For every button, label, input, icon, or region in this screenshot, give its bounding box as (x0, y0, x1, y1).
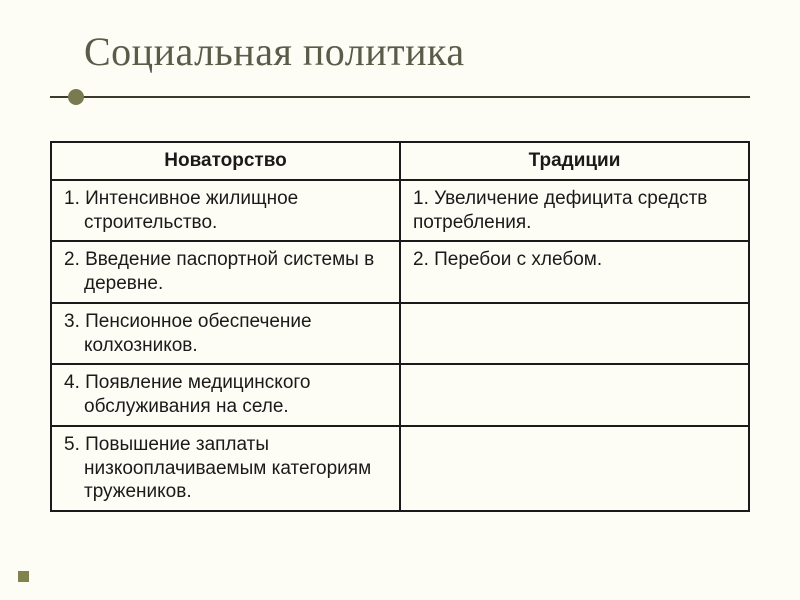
table-row: 1. Интенсивное жилищное строительство. 1… (51, 180, 749, 242)
cell-text: 2. Перебои с хлебом. (409, 248, 740, 272)
cell-text: 1. Увеличение дефицита средств потреблен… (409, 187, 740, 235)
cell-left: 5. Повышение заплаты низкооплачиваемым к… (51, 426, 400, 511)
cell-text: 5. Повышение заплаты низкооплачиваемым к… (60, 433, 391, 504)
content-table: Новаторство Традиции 1. Интенсивное жили… (50, 141, 750, 512)
cell-text: 1. Интенсивное жилищное строительство. (60, 187, 391, 235)
cell-left: 1. Интенсивное жилищное строительство. (51, 180, 400, 242)
col-header-left: Новаторство (51, 142, 400, 180)
rule-line (50, 96, 750, 98)
cell-right (400, 426, 749, 511)
cell-left: 2. Введение паспортной системы в деревне… (51, 241, 400, 303)
cell-right: 2. Перебои с хлебом. (400, 241, 749, 303)
cell-text: 2. Введение паспортной системы в деревне… (60, 248, 391, 296)
table-row: 5. Повышение заплаты низкооплачиваемым к… (51, 426, 749, 511)
cell-right: 1. Увеличение дефицита средств потреблен… (400, 180, 749, 242)
table-row: 4. Появление медицинского обслуживания н… (51, 364, 749, 426)
cell-left: 3. Пенсионное обеспечение колхозников. (51, 303, 400, 365)
footer-square-icon (18, 571, 29, 582)
cell-text: 3. Пенсионное обеспечение колхозников. (60, 310, 391, 358)
col-header-right: Традиции (400, 142, 749, 180)
slide: Социальная политика Новаторство Традиции… (0, 0, 800, 600)
title-rule (50, 89, 750, 105)
table-row: 3. Пенсионное обеспечение колхозников. (51, 303, 749, 365)
title-block: Социальная политика (50, 28, 750, 105)
cell-right (400, 303, 749, 365)
cell-left: 4. Появление медицинского обслуживания н… (51, 364, 400, 426)
cell-text: 4. Появление медицинского обслуживания н… (60, 371, 391, 419)
table-row: 2. Введение паспортной системы в деревне… (51, 241, 749, 303)
cell-right (400, 364, 749, 426)
rule-dot-icon (68, 89, 84, 105)
table-header-row: Новаторство Традиции (51, 142, 749, 180)
slide-title: Социальная политика (50, 28, 750, 75)
